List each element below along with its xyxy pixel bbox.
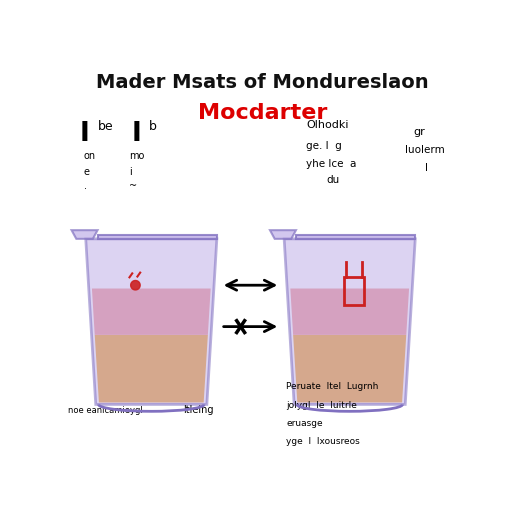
Bar: [344, 278, 364, 305]
Text: Mocdarter: Mocdarter: [198, 103, 327, 123]
Text: on: on: [84, 151, 96, 161]
Polygon shape: [290, 289, 409, 335]
Text: Mader Msats of Mondureslaon: Mader Msats of Mondureslaon: [96, 73, 429, 92]
Text: be: be: [98, 120, 113, 133]
Text: Olhodki: Olhodki: [306, 119, 349, 130]
Text: ltleing: ltleing: [183, 406, 214, 415]
Polygon shape: [92, 289, 210, 335]
Polygon shape: [284, 239, 415, 404]
Text: .: .: [84, 181, 87, 190]
Text: I: I: [80, 121, 90, 147]
Polygon shape: [293, 335, 407, 402]
Polygon shape: [98, 234, 217, 239]
Text: Peruate  Itel  Lugrnh: Peruate Itel Lugrnh: [286, 382, 378, 391]
Text: luolerm: luolerm: [406, 145, 445, 155]
Text: yge  l  lxousreos: yge l lxousreos: [286, 437, 360, 446]
Text: du: du: [326, 175, 339, 185]
Text: jolygl  le  luitrle: jolygl le luitrle: [286, 401, 357, 410]
Polygon shape: [131, 281, 140, 290]
Text: l: l: [425, 163, 428, 173]
Text: e: e: [84, 167, 90, 177]
Text: i: i: [130, 167, 132, 177]
Text: ge. l  g: ge. l g: [306, 141, 342, 151]
Text: ~: ~: [130, 181, 138, 190]
Polygon shape: [72, 230, 98, 239]
Text: eruasge: eruasge: [286, 419, 323, 428]
Text: noe eanicamieygl: noe eanicamieygl: [68, 406, 143, 415]
Text: gr: gr: [413, 127, 425, 137]
Text: yhe lce  a: yhe lce a: [306, 159, 356, 169]
Text: I: I: [132, 121, 141, 147]
Text: b: b: [150, 120, 157, 133]
Polygon shape: [296, 234, 415, 239]
Polygon shape: [86, 239, 217, 404]
Polygon shape: [270, 230, 296, 239]
Text: mo: mo: [130, 151, 145, 161]
Polygon shape: [95, 335, 208, 402]
